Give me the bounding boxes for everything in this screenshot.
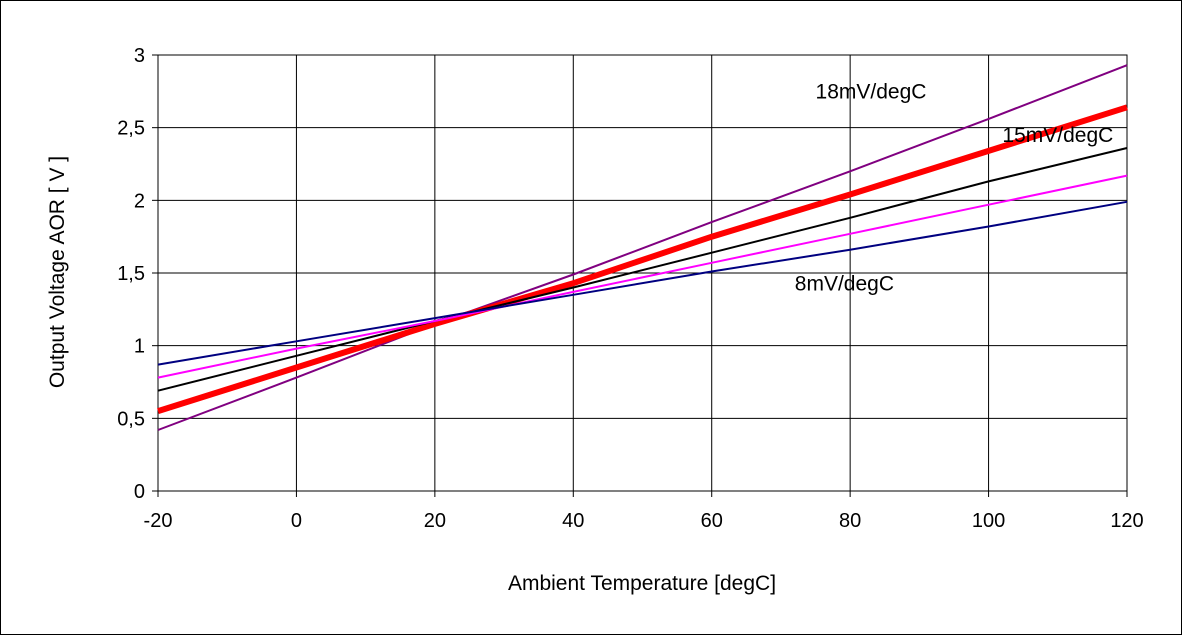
y-axis-ticks: 0 0,5 1 1,5 2 2,5 3: [117, 45, 158, 503]
y-tick-label: 0,5: [117, 408, 145, 430]
x-tick-label: -20: [144, 510, 173, 532]
annotations: 18mV/degC 15mV/degC 8mV/degC: [795, 81, 1114, 296]
x-axis-title: Ambient Temperature [degC]: [508, 572, 776, 595]
gridlines: [157, 54, 1128, 492]
series-line: [157, 200, 1128, 366]
series-line: [157, 104, 1128, 414]
y-tick-label: 2: [134, 190, 145, 212]
x-tick-label: 100: [972, 510, 1005, 532]
x-tick-label: 20: [424, 510, 446, 532]
x-tick-label: 120: [1110, 510, 1143, 532]
y-tick-label: 0: [134, 481, 145, 503]
series-line: [157, 64, 1128, 431]
series-lines: [157, 64, 1128, 431]
x-tick-label: 80: [839, 510, 861, 532]
y-tick-label: 3: [134, 45, 145, 67]
x-axis-ticks: -20 0 20 40 60 80 100 120: [144, 491, 1144, 532]
x-tick-label: 40: [562, 510, 584, 532]
series-line: [157, 174, 1128, 379]
y-tick-label: 1,5: [117, 263, 145, 285]
slope-annotation: 8mV/degC: [795, 272, 894, 295]
y-axis-title: Output Voltage AOR [ V ]: [46, 156, 69, 388]
series-line: [157, 147, 1128, 392]
x-tick-label: 60: [701, 510, 723, 532]
y-tick-label: 2,5: [117, 118, 145, 140]
y-tick-label: 1: [134, 336, 145, 358]
slope-annotation: 18mV/degC: [816, 81, 927, 104]
slope-annotation: 15mV/degC: [1002, 124, 1113, 147]
x-tick-label: 0: [291, 510, 302, 532]
